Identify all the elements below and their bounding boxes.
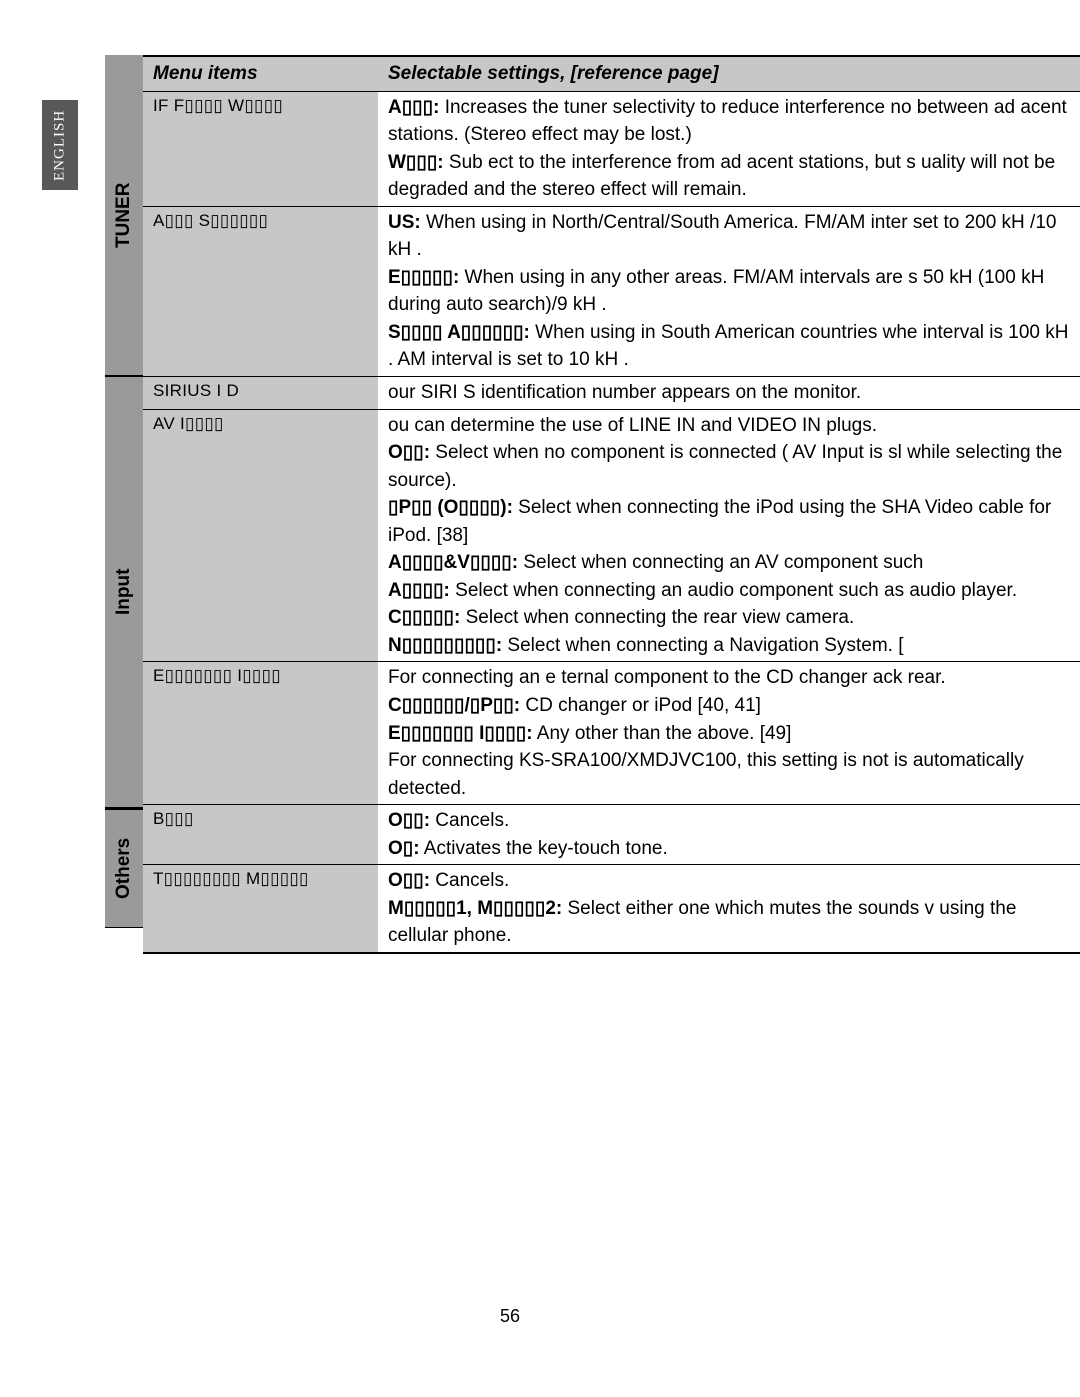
header-settings: Selectable settings, [reference page]	[378, 56, 1080, 91]
setting-beep: O▯▯: Cancels.O▯: Activates the key-touch…	[378, 805, 1080, 865]
table-row: IF F▯▯▯▯ W▯▯▯▯ A▯▯▯: Increases the tuner…	[143, 91, 1080, 206]
setting-tel-muting: O▯▯: Cancels.M▯▯▯▯▯1, M▯▯▯▯▯2: Select ei…	[378, 865, 1080, 953]
menu-item-tel-muting: T▯▯▯▯▯▯▯▯ M▯▯▯▯▯	[143, 865, 378, 953]
setting-av-input: ou can determine the use of LINE IN and …	[378, 409, 1080, 662]
menu-item-sirius: SIRIUS I D	[143, 377, 378, 410]
section-label-tuner: TUNER	[105, 55, 143, 377]
setting-ext-input: For connecting an e ternal component to …	[378, 662, 1080, 805]
table-row: T▯▯▯▯▯▯▯▯ M▯▯▯▯▯ O▯▯: Cancels.M▯▯▯▯▯1, M…	[143, 865, 1080, 953]
menu-item-ext-input: E▯▯▯▯▯▯▯ I▯▯▯▯	[143, 662, 378, 805]
language-tab: ENGLISH	[42, 100, 78, 190]
setting-sirius: our SIRI S identification number appears…	[378, 377, 1080, 410]
section-label-input: Input	[105, 377, 143, 808]
setting-if-filter: A▯▯▯: Increases the tuner selectivity to…	[378, 91, 1080, 206]
settings-table: Menu items Selectable settings, [referen…	[143, 55, 1080, 954]
menu-item-beep: B▯▯▯	[143, 805, 378, 865]
table-row: SIRIUS I D our SIRI S identification num…	[143, 377, 1080, 410]
section-label-others: Others	[105, 808, 143, 928]
table-row: B▯▯▯ O▯▯: Cancels.O▯: Activates the key-…	[143, 805, 1080, 865]
table-header-row: Menu items Selectable settings, [referen…	[143, 56, 1080, 91]
page-number: 56	[0, 1306, 1050, 1327]
setting-area: US: When using in North/Central/South Am…	[378, 206, 1080, 376]
menu-item-if-filter: IF F▯▯▯▯ W▯▯▯▯	[143, 91, 378, 206]
header-menu-items: Menu items	[143, 56, 378, 91]
menu-item-av-input: AV I▯▯▯▯	[143, 409, 378, 662]
table-row: AV I▯▯▯▯ ou can determine the use of LIN…	[143, 409, 1080, 662]
menu-item-area: A▯▯▯ S▯▯▯▯▯▯	[143, 206, 378, 376]
page-root: ENGLISH TUNER Input Others Menu items Se…	[0, 0, 1080, 1397]
table-row: E▯▯▯▯▯▯▯ I▯▯▯▯ For connecting an e terna…	[143, 662, 1080, 805]
table-row: A▯▯▯ S▯▯▯▯▯▯ US: When using in North/Cen…	[143, 206, 1080, 376]
